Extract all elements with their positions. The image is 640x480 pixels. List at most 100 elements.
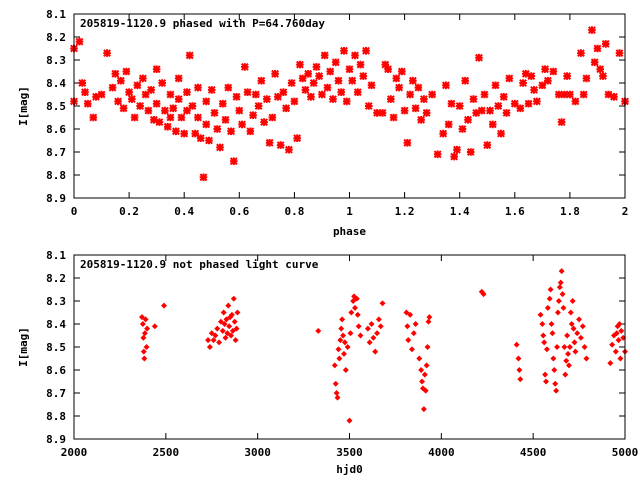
data-point (562, 371, 569, 378)
data-point (379, 300, 386, 307)
data-point (240, 62, 249, 71)
data-point (403, 309, 410, 316)
data-point (339, 316, 346, 323)
data-point (582, 74, 591, 83)
data-point (232, 337, 239, 344)
y-tick-label: 8.6 (46, 364, 66, 377)
data-point (89, 113, 98, 122)
x-tick-label: 3000 (244, 446, 271, 459)
data-point (103, 49, 111, 58)
data-point (517, 376, 524, 383)
data-point (276, 141, 285, 150)
data-point (563, 72, 572, 81)
phased-light-curve-plot: 0 0.2 0.4 0.6 0.8 1 1.2 1.4 1.6 1.8 2 8.1 8.2 8.3 8.4 8… (17, 8, 629, 238)
x-tick-label: 1.8 (560, 205, 580, 218)
data-point (455, 102, 464, 110)
data-point (433, 150, 442, 159)
data-point (553, 387, 560, 394)
plot-frame (73, 254, 626, 440)
data-point (142, 316, 149, 323)
data-point (139, 321, 146, 327)
x-tick-label: 0.4 (174, 205, 194, 218)
data-point (169, 104, 178, 113)
data-point (609, 341, 616, 348)
data-point (549, 67, 558, 76)
data-point (251, 90, 260, 99)
data-point (222, 334, 229, 341)
data-point (78, 79, 87, 87)
data-point (188, 102, 197, 110)
data-point (411, 104, 420, 113)
data-point (458, 125, 467, 133)
data-point (141, 330, 148, 337)
data-point (282, 104, 291, 113)
y-tick-label: 8.3 (46, 54, 66, 67)
y-tick-label: 8.7 (46, 387, 66, 400)
data-point (194, 83, 202, 92)
data-point (581, 344, 588, 350)
data-point (191, 129, 200, 138)
data-point (334, 394, 341, 401)
data-point (527, 72, 536, 81)
data-point (224, 83, 233, 92)
data-point (226, 323, 233, 330)
data-point (217, 318, 224, 325)
data-point (530, 85, 538, 94)
data-point (342, 97, 351, 106)
data-point (130, 113, 139, 122)
data-point (464, 115, 472, 124)
data-point (400, 106, 409, 115)
data-point (207, 85, 216, 94)
data-point (539, 321, 546, 327)
data-point (341, 350, 347, 357)
data-point (366, 339, 373, 346)
data-point (372, 348, 379, 355)
data-point (332, 380, 339, 387)
data-point (610, 92, 618, 101)
data-point (216, 143, 224, 152)
data-point (205, 337, 212, 344)
data-point (477, 106, 486, 115)
x-tick-label: 2000 (61, 446, 88, 459)
data-point (560, 304, 567, 311)
data-point (370, 334, 377, 341)
data-point (331, 58, 340, 67)
data-point (174, 74, 183, 83)
data-point (564, 332, 571, 339)
data-point (601, 39, 610, 48)
data-point (152, 99, 161, 108)
data-point (318, 90, 326, 99)
data-point (444, 120, 453, 129)
y-tick-label: 8.6 (46, 123, 66, 136)
data-point (116, 76, 125, 85)
data-point (405, 337, 412, 344)
data-point (166, 90, 175, 99)
y-tick-label: 8.2 (46, 31, 66, 44)
plot-frame (73, 13, 626, 199)
data-point (554, 344, 561, 350)
data-point (410, 330, 417, 337)
data-point (607, 360, 614, 367)
data-point (177, 113, 186, 122)
data-point (346, 417, 353, 424)
data-point (268, 113, 277, 122)
y-tick-label: 8.8 (46, 410, 66, 423)
y-tick-label: 8.2 (46, 272, 66, 285)
data-point (205, 136, 213, 145)
data-point (599, 72, 607, 81)
x-axis-label: hjd0 (336, 463, 363, 476)
data-point (618, 327, 625, 334)
data-point (337, 337, 344, 344)
x-tick-label: 0.6 (229, 205, 249, 218)
data-point (344, 344, 351, 350)
data-point (571, 339, 578, 346)
data-point (579, 90, 588, 99)
data-point (108, 83, 117, 92)
data-point (334, 76, 343, 85)
data-point (315, 72, 324, 81)
data-point (563, 357, 570, 364)
data-point (548, 321, 555, 327)
data-point (284, 145, 293, 154)
data-point (408, 76, 417, 85)
